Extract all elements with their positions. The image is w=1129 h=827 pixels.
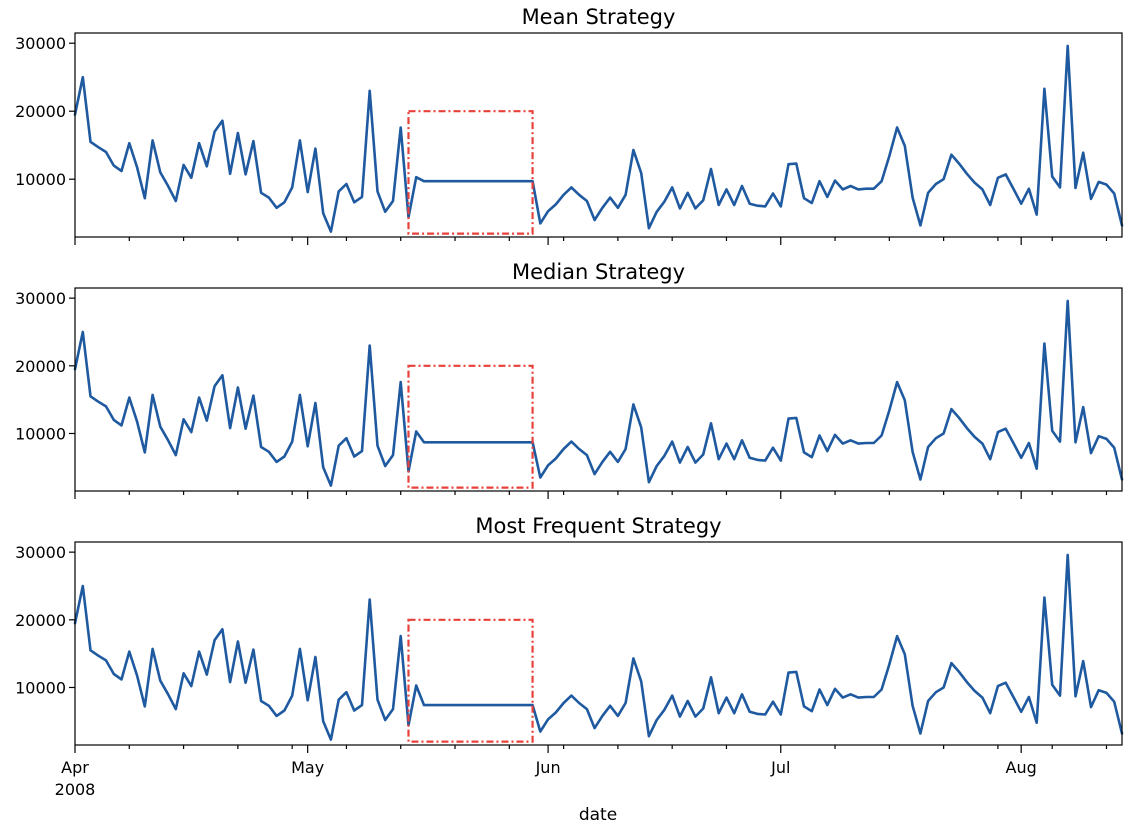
imputed-region-box bbox=[407, 618, 534, 743]
y-tick-label: 30000 bbox=[15, 34, 66, 53]
chart-panel-2: Median Strategy 10000 20000 30000 bbox=[15, 260, 1124, 499]
y-tick-label: 20000 bbox=[15, 102, 66, 121]
series-line bbox=[73, 553, 1124, 741]
x-axis-label: date bbox=[579, 805, 617, 825]
y-tick-label: 10000 bbox=[15, 424, 66, 443]
y-tick-label: 20000 bbox=[15, 611, 66, 630]
x-tick-label: May bbox=[291, 758, 324, 777]
axes-frame bbox=[74, 287, 1123, 492]
x-tick-label: Jun bbox=[535, 758, 561, 777]
y-tick-label: 10000 bbox=[15, 678, 66, 697]
x-tick-label: Jul bbox=[770, 758, 790, 777]
chart-title: Mean Strategy bbox=[522, 5, 676, 29]
chart-panel-1: Mean Strategy 10000 20000 30000 bbox=[15, 5, 1124, 245]
imputed-region-box bbox=[407, 364, 534, 489]
y-tick-label: 30000 bbox=[15, 289, 66, 308]
chart-title: Median Strategy bbox=[512, 260, 685, 284]
series-line bbox=[73, 299, 1124, 487]
x-tick-label: Aug bbox=[1006, 758, 1037, 777]
shared-x-axis: Apr 2008 May Jun Jul Aug bbox=[55, 758, 1037, 799]
axes-frame bbox=[74, 541, 1123, 746]
x-tick-sublabel: 2008 bbox=[55, 780, 96, 799]
y-tick-label: 20000 bbox=[15, 357, 66, 376]
axes-frame bbox=[74, 32, 1123, 238]
series-line bbox=[73, 44, 1124, 233]
chart-panel-3: Most Frequent Strategy 10000 20000 30000 bbox=[15, 514, 1124, 753]
chart-title: Most Frequent Strategy bbox=[475, 514, 721, 538]
y-tick-label: 30000 bbox=[15, 543, 66, 562]
x-tick-label: Apr bbox=[61, 758, 89, 777]
y-tick-label: 10000 bbox=[15, 170, 66, 189]
imputed-region-box bbox=[407, 110, 534, 235]
